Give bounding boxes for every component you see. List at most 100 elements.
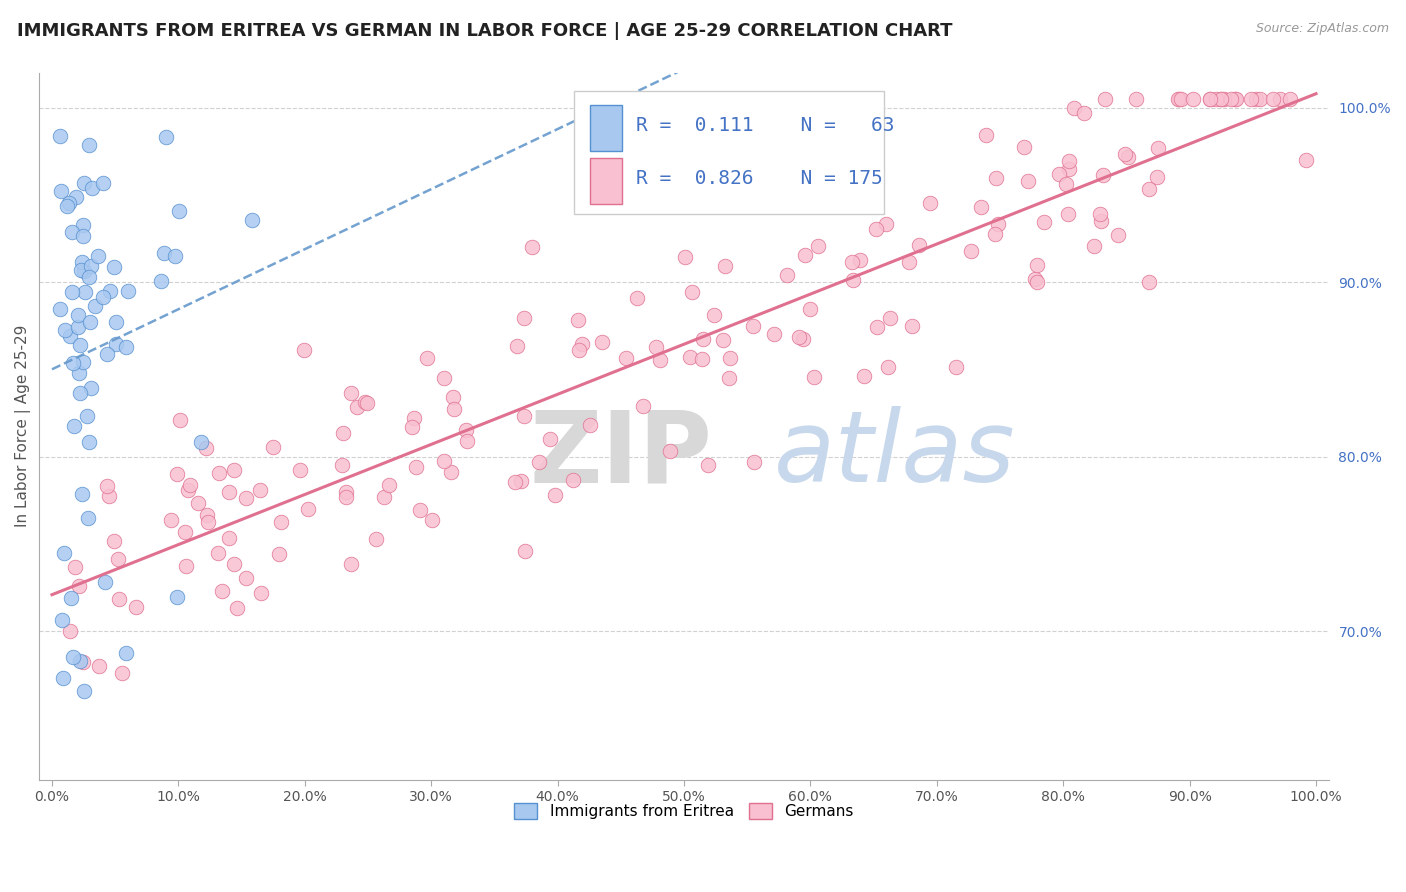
Point xyxy=(72,355,94,369)
Point xyxy=(174,524,197,539)
Point xyxy=(340,558,363,572)
Point xyxy=(960,244,983,258)
Point xyxy=(1225,92,1247,106)
Point xyxy=(849,252,872,267)
Point xyxy=(163,249,186,263)
Point xyxy=(807,239,830,253)
Point xyxy=(335,485,357,500)
Point xyxy=(974,128,997,143)
Point xyxy=(614,351,637,365)
Point xyxy=(1198,92,1220,106)
Point xyxy=(364,532,387,546)
Point xyxy=(1073,106,1095,120)
Point xyxy=(225,601,247,615)
Point xyxy=(240,212,263,227)
Text: Source: ZipAtlas.com: Source: ZipAtlas.com xyxy=(1256,22,1389,36)
Point xyxy=(792,332,814,346)
Point xyxy=(1047,167,1070,181)
Y-axis label: In Labor Force | Age 25-29: In Labor Force | Age 25-29 xyxy=(15,325,31,527)
Point xyxy=(970,200,993,214)
Point xyxy=(155,129,177,144)
Point xyxy=(742,455,765,469)
Point xyxy=(696,458,718,472)
Point xyxy=(72,487,94,501)
Point xyxy=(67,366,90,380)
Point xyxy=(527,455,550,469)
Point xyxy=(1167,92,1189,106)
Point xyxy=(335,490,357,504)
Point xyxy=(865,222,887,236)
Point xyxy=(262,440,284,454)
Point xyxy=(1205,92,1227,106)
Point xyxy=(67,308,90,322)
Point xyxy=(60,285,83,299)
Point xyxy=(1032,215,1054,229)
Point xyxy=(167,204,190,219)
Point xyxy=(1090,207,1112,221)
Point xyxy=(105,337,128,351)
Point xyxy=(1114,147,1136,161)
Point xyxy=(742,318,765,333)
Point xyxy=(648,353,671,368)
Point xyxy=(1249,92,1271,106)
Point xyxy=(799,302,821,317)
Point xyxy=(63,418,86,433)
Point xyxy=(115,340,138,354)
Point xyxy=(433,453,456,467)
Point xyxy=(222,462,245,476)
Point xyxy=(443,401,465,416)
Point xyxy=(1083,239,1105,253)
Point xyxy=(190,435,212,450)
Point xyxy=(1090,214,1112,228)
Point xyxy=(1270,92,1292,106)
Point xyxy=(509,475,531,489)
Point xyxy=(356,396,378,410)
Point xyxy=(841,254,863,268)
Point xyxy=(75,285,97,299)
Point xyxy=(984,227,1007,241)
Point xyxy=(65,190,87,204)
Point xyxy=(1026,258,1049,272)
Point xyxy=(58,624,80,639)
Point xyxy=(787,329,810,343)
Point xyxy=(645,340,668,354)
Point xyxy=(690,351,713,366)
Point xyxy=(79,315,101,329)
Point xyxy=(513,311,536,326)
Point xyxy=(714,259,737,273)
Point xyxy=(160,513,183,527)
Point xyxy=(866,319,889,334)
Point xyxy=(97,489,120,503)
Point xyxy=(456,434,478,448)
Point xyxy=(658,444,681,458)
Point xyxy=(152,245,174,260)
Point xyxy=(692,332,714,346)
Point xyxy=(877,359,900,374)
Point xyxy=(177,483,200,497)
Point xyxy=(918,196,941,211)
Point xyxy=(150,274,173,288)
Point xyxy=(775,268,797,282)
Point xyxy=(114,646,136,660)
Point xyxy=(69,338,91,352)
Point xyxy=(58,196,80,211)
Point xyxy=(195,508,218,522)
Point xyxy=(187,496,209,510)
Point xyxy=(1168,92,1191,106)
Point xyxy=(681,285,703,300)
Point xyxy=(409,503,432,517)
Point xyxy=(567,313,589,327)
Point xyxy=(454,423,477,437)
Point xyxy=(60,225,83,239)
Point xyxy=(250,585,273,599)
Point xyxy=(72,655,94,669)
Point xyxy=(77,138,100,153)
Text: R =  0.111    N =   63: R = 0.111 N = 63 xyxy=(637,117,894,136)
Point xyxy=(51,614,73,628)
Point xyxy=(1012,140,1035,154)
Point xyxy=(1057,154,1080,169)
Point xyxy=(901,319,924,334)
Point xyxy=(1170,92,1192,106)
Point xyxy=(108,592,131,607)
Point xyxy=(1213,92,1236,106)
